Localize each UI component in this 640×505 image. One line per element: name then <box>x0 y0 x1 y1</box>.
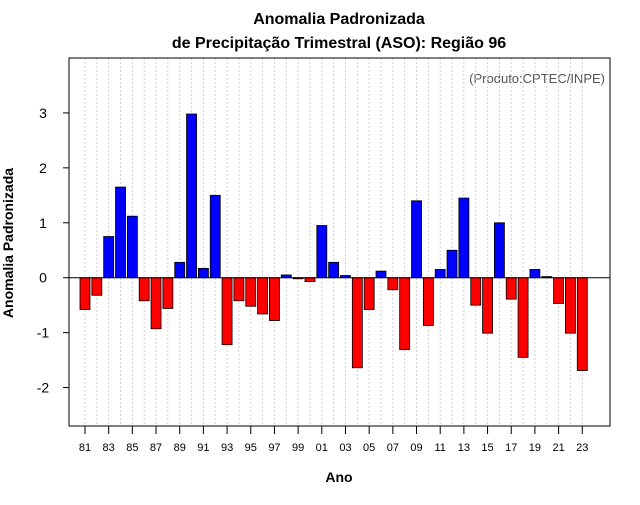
x-tick-label: 91 <box>197 442 209 454</box>
bar <box>174 261 186 279</box>
x-tick-label: 09 <box>410 442 422 454</box>
bar <box>470 277 482 306</box>
x-tick-label: 99 <box>292 442 304 454</box>
bar <box>269 277 280 321</box>
bar <box>103 236 115 279</box>
x-tick-label: 87 <box>150 442 162 454</box>
bar <box>505 277 517 300</box>
x-tick-label: 05 <box>363 442 375 454</box>
bar <box>233 277 245 302</box>
credit-label: (Produto:CPTEC/INPE) <box>469 71 605 86</box>
bar <box>221 277 233 346</box>
y-tick-label: 2 <box>39 160 47 176</box>
bar <box>304 277 316 282</box>
bar <box>482 277 493 334</box>
bar <box>186 113 197 279</box>
bar <box>316 225 328 279</box>
y-tick-label: 0 <box>39 270 47 286</box>
bar <box>126 215 138 279</box>
bar <box>209 194 221 279</box>
bar <box>517 277 529 358</box>
chart-subtitle: de Precipitação Trimestral (ASO): Região… <box>172 35 506 52</box>
bar <box>115 186 126 279</box>
chart-title: Anomalia Padronizada <box>253 11 425 28</box>
bar <box>91 277 103 296</box>
x-tick-label: 93 <box>221 442 233 454</box>
x-tick-label: 95 <box>245 442 257 454</box>
x-tick-label: 81 <box>79 442 91 454</box>
y-tick-label: -2 <box>37 380 50 396</box>
x-tick-label: 83 <box>103 442 115 454</box>
bar <box>399 277 411 351</box>
bar <box>162 277 174 309</box>
bar <box>363 277 375 310</box>
bar <box>197 267 209 279</box>
x-tick-label: 23 <box>576 442 588 454</box>
x-tick-label: 85 <box>126 442 138 454</box>
x-tick-label: 19 <box>529 442 541 454</box>
bar <box>493 222 505 279</box>
bar <box>328 261 340 279</box>
bar <box>138 277 150 302</box>
bar <box>458 197 470 279</box>
x-tick-label: 03 <box>339 442 351 454</box>
x-tick-label: 89 <box>174 442 186 454</box>
bar <box>375 270 387 279</box>
y-axis: -2 -1 0 1 2 3 <box>37 105 69 396</box>
x-tick-label: 13 <box>458 442 470 454</box>
x-tick-label: 11 <box>434 442 445 454</box>
x-tick-label: 01 <box>316 442 328 454</box>
y-tick-label: -1 <box>37 325 50 341</box>
bar <box>565 277 576 334</box>
bar <box>529 269 541 279</box>
plot-frame <box>68 57 611 427</box>
x-tick-label: 15 <box>481 442 493 454</box>
y-tick-label: 3 <box>39 105 47 121</box>
bar <box>387 277 399 291</box>
bar <box>553 277 564 304</box>
x-tick-label: 21 <box>552 442 564 454</box>
bar <box>446 249 458 279</box>
bar-series <box>79 113 588 371</box>
bar <box>245 277 257 307</box>
x-tick-label: 17 <box>505 442 517 454</box>
bar <box>576 277 588 371</box>
gridlines <box>84 58 583 426</box>
x-tick-label: 07 <box>387 442 399 454</box>
x-tick-label: 97 <box>268 442 280 454</box>
bar <box>434 269 446 279</box>
y-axis-label: Anomalia Padronizada <box>0 168 16 318</box>
bar <box>411 200 422 279</box>
bar <box>351 277 363 369</box>
bar <box>150 277 162 330</box>
x-axis: 81 83 85 87 89 91 93 95 97 99 01 03 05 07 09 11 13 15 17 19… <box>79 426 588 454</box>
bar <box>422 277 434 326</box>
bar <box>79 277 91 310</box>
x-axis-label: Ano <box>325 469 352 485</box>
bar <box>257 277 269 315</box>
y-tick-label: 1 <box>39 215 47 231</box>
